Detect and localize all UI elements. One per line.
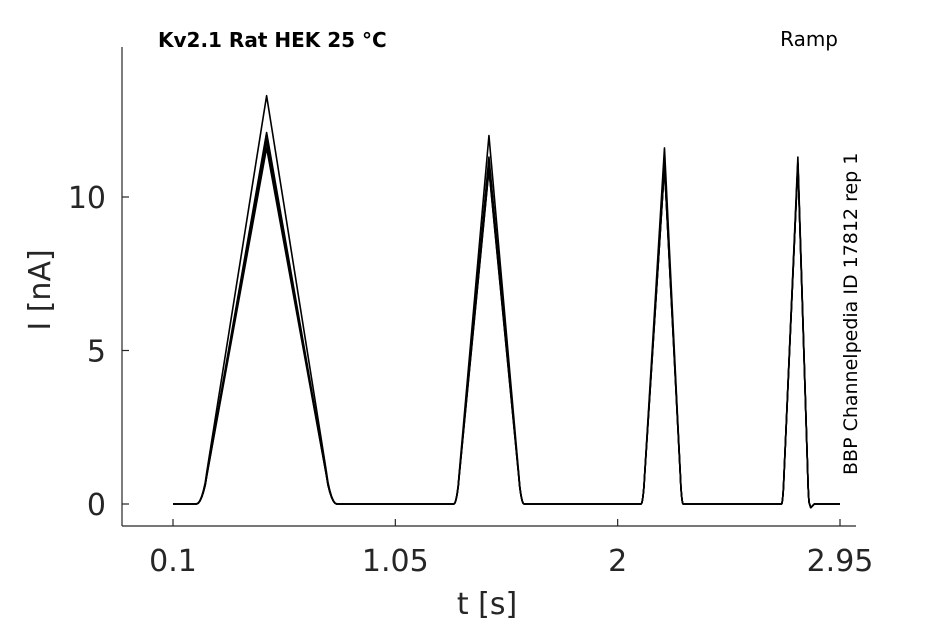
y-tick-label: 0 (87, 488, 106, 523)
x-tick-label: 1.05 (362, 544, 429, 579)
x-tick-label: 2 (608, 544, 627, 579)
current-trace-line (173, 147, 840, 509)
axes: 0.1 1.05 2 2.95 0 5 10 (68, 47, 874, 579)
y-axis-label: I [nA] (23, 249, 58, 330)
x-tick-label: 2.95 (807, 544, 874, 579)
protocol-label: Ramp (780, 27, 838, 51)
current-trace-line (173, 140, 840, 509)
chart-title: Kv2.1 Rat HEK 25 °C (158, 28, 387, 52)
current-trace-line (173, 94, 840, 509)
x-axis-label: t [s] (457, 587, 517, 622)
trace-group (173, 94, 840, 509)
current-trace-line (173, 137, 840, 509)
current-trace-line (173, 131, 840, 509)
side-label: BBP Channelpedia ID 17812 rep 1 (840, 153, 862, 475)
y-tick-label: 10 (68, 181, 106, 216)
x-tick-label: 0.1 (149, 544, 197, 579)
y-tick-label: 5 (87, 335, 106, 370)
